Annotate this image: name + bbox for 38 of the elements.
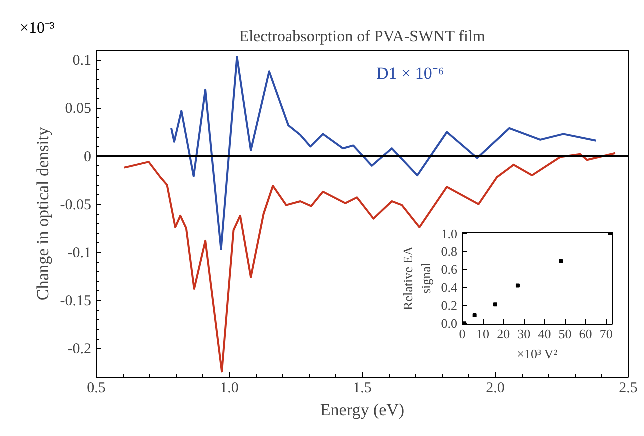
y-tick-label: 0.2 <box>441 298 458 314</box>
x-tick-label: 70 <box>600 326 613 342</box>
y-tick-label: 0.0 <box>441 316 458 332</box>
y-tick-label: 0.4 <box>441 280 458 296</box>
y-tick-label: -0.15 <box>60 294 92 310</box>
y-tick-label: 0.05 <box>65 101 92 118</box>
point <box>559 259 564 264</box>
y-tick-label: 0.8 <box>441 244 458 259</box>
y-tick-label: 0 <box>84 149 92 166</box>
x-axis-title: Energy (eV) <box>320 400 405 420</box>
x-tick-label: 0.5 <box>87 380 106 396</box>
text: ×10⁻³ <box>20 19 55 38</box>
line-series <box>123 152 616 373</box>
point <box>493 302 498 307</box>
point <box>608 232 612 236</box>
x-tick-label: 10 <box>476 326 490 342</box>
y-tick-label: 1.0 <box>441 226 458 242</box>
x-tick-label: 60 <box>579 326 592 342</box>
x-tick-label: 2.5 <box>619 380 638 396</box>
x-tick-label: 1.0 <box>220 380 239 396</box>
y-tick-label: -0.1 <box>68 245 92 262</box>
y-tick-label: 0.1 <box>72 53 92 70</box>
point <box>472 313 477 318</box>
annotation: D1 × 10⁻⁶ <box>376 64 444 84</box>
y-tick-label: -0.2 <box>68 342 92 358</box>
point <box>516 284 520 288</box>
x-tick-label: 20 <box>497 326 510 342</box>
x-tick-label: 1.5 <box>353 380 372 396</box>
x-tick-label: 50 <box>558 326 572 342</box>
y-axis-title: Change in optical density <box>33 126 52 301</box>
x-axis-title: ×10³ V² <box>517 346 558 362</box>
chart-title: Electroabsorption of PVA-SWNT film <box>239 28 486 46</box>
x-tick-label: 2.0 <box>486 380 505 396</box>
y-tick-label: -0.05 <box>60 197 92 214</box>
y-tick-label: 0.6 <box>441 262 458 277</box>
x-tick-label: 30 <box>518 326 531 342</box>
x-tick-label: 40 <box>538 326 552 342</box>
y-axis-title: Relative EA signal <box>400 246 434 310</box>
